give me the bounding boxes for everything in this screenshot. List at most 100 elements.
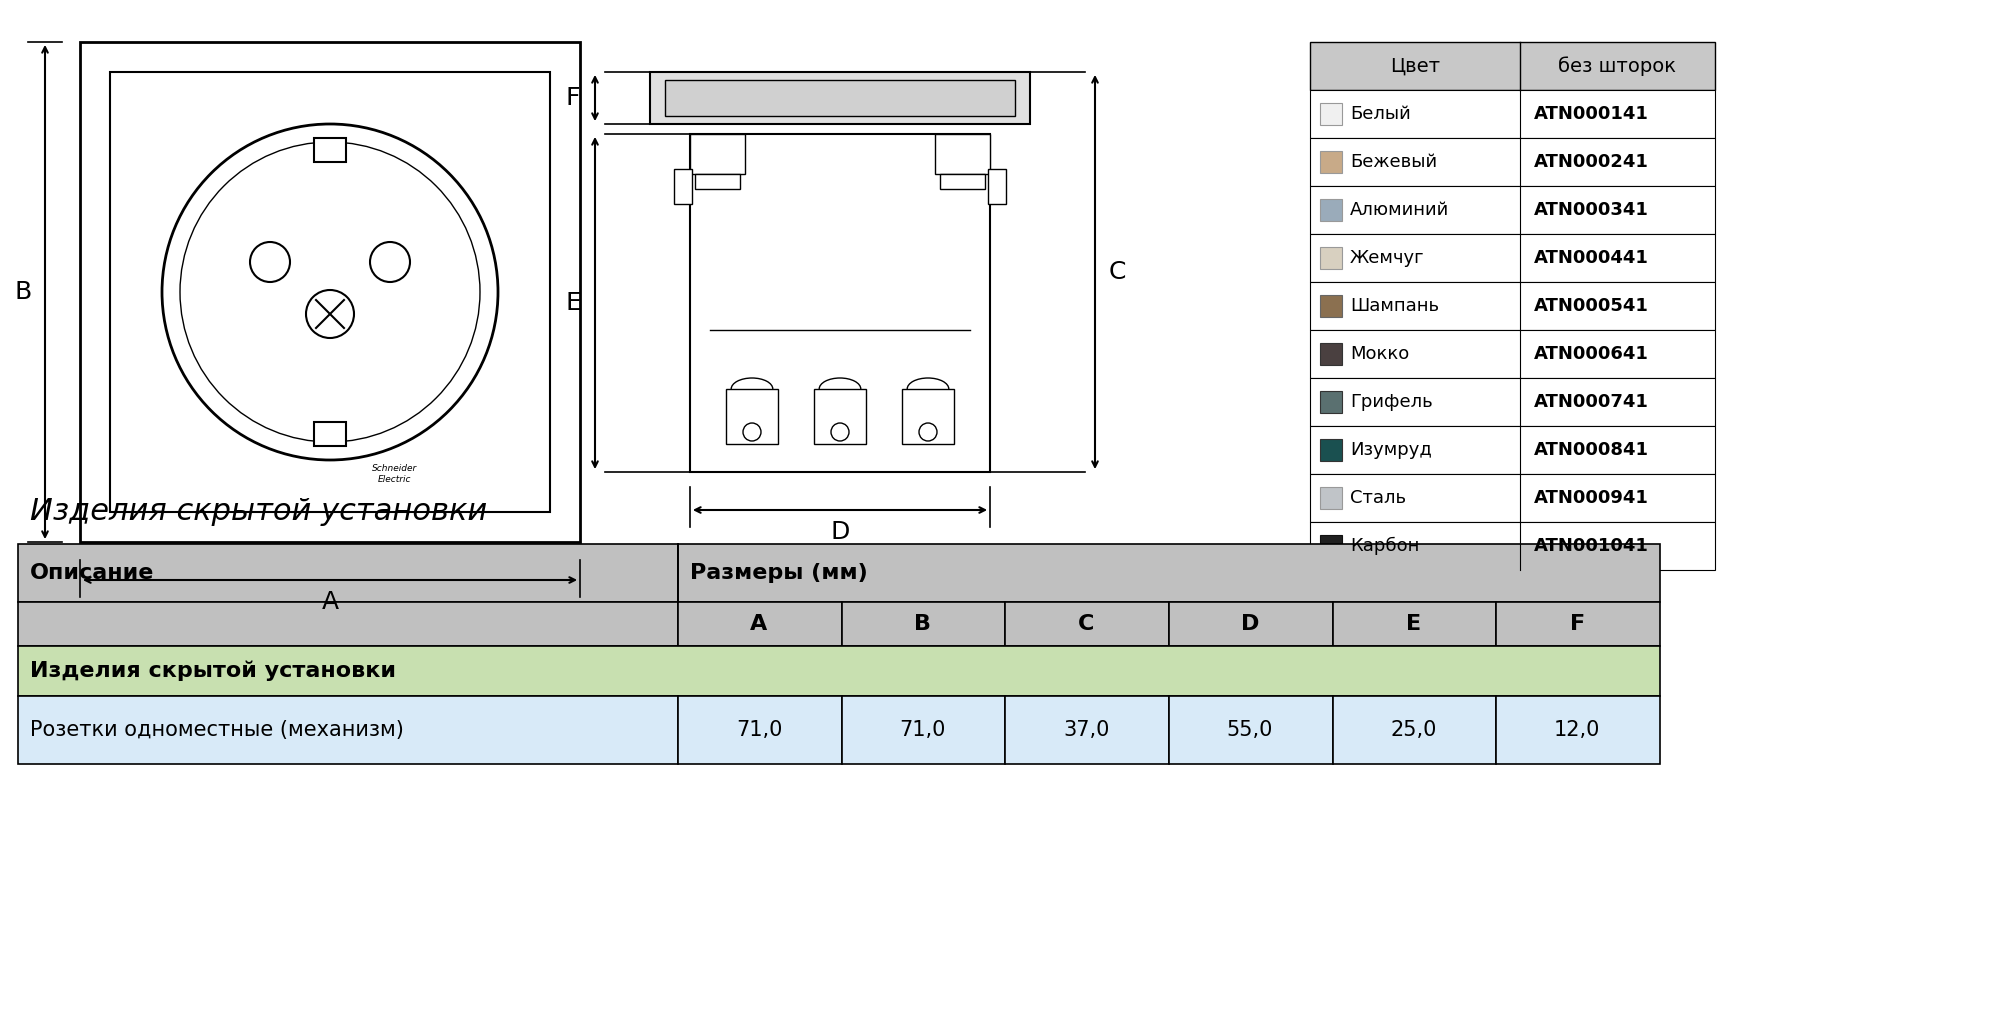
Bar [664, 80, 1016, 116]
Text: A: A [750, 614, 768, 634]
Text: Мокко: Мокко [1350, 345, 1410, 363]
Bar [690, 134, 744, 174]
Text: F: F [1570, 614, 1584, 634]
Bar [650, 72, 1030, 124]
Bar [842, 602, 1006, 646]
Text: ATN000241: ATN000241 [1534, 153, 1648, 171]
Text: ATN001041: ATN001041 [1534, 537, 1648, 555]
Text: ATN000941: ATN000941 [1534, 489, 1648, 507]
Text: Белый: Белый [1350, 105, 1410, 123]
Bar [1310, 426, 1716, 474]
Bar [674, 169, 692, 204]
Text: Schneider
Electric: Schneider Electric [372, 464, 418, 484]
Bar [1320, 103, 1342, 125]
Text: F: F [566, 86, 580, 110]
Bar [902, 389, 954, 444]
Text: Алюминий: Алюминий [1350, 201, 1450, 219]
Bar [678, 602, 842, 646]
Bar [1320, 247, 1342, 269]
Text: Изделия скрытой установки: Изделия скрытой установки [30, 660, 396, 681]
Bar [1320, 199, 1342, 221]
Circle shape [250, 241, 290, 282]
Bar [940, 174, 984, 189]
Text: ATN000641: ATN000641 [1534, 345, 1648, 363]
Text: 37,0: 37,0 [1064, 720, 1110, 740]
Bar [936, 134, 990, 174]
Circle shape [744, 423, 760, 441]
Text: E: E [1406, 614, 1422, 634]
Bar [1320, 295, 1342, 317]
Text: C: C [1078, 614, 1094, 634]
Bar [80, 42, 580, 542]
Bar [1332, 602, 1496, 646]
Bar [314, 138, 346, 162]
Text: 55,0: 55,0 [1226, 720, 1274, 740]
Bar [1320, 391, 1342, 413]
Bar [1496, 602, 1660, 646]
Bar [18, 602, 678, 646]
Text: B: B [914, 614, 932, 634]
Circle shape [920, 423, 936, 441]
Bar [1332, 696, 1496, 764]
Bar [1320, 535, 1342, 557]
Text: B: B [14, 280, 32, 304]
Bar [110, 72, 550, 512]
Text: Размеры (мм): Размеры (мм) [690, 563, 868, 583]
Bar [1310, 330, 1716, 378]
Circle shape [162, 124, 498, 460]
Bar [1168, 696, 1332, 764]
Bar [1310, 234, 1716, 282]
Text: Изделия скрытой установки: Изделия скрытой установки [30, 497, 488, 526]
Bar [1310, 138, 1716, 186]
Text: 12,0: 12,0 [1554, 720, 1600, 740]
Bar [1310, 474, 1716, 522]
Bar [1496, 696, 1660, 764]
Text: ATN000141: ATN000141 [1534, 105, 1648, 123]
Bar [1310, 42, 1716, 90]
Text: D: D [1240, 614, 1260, 634]
Text: Жемчуг: Жемчуг [1350, 249, 1424, 267]
Text: Розетки одноместные (механизм): Розетки одноместные (механизм) [30, 720, 404, 740]
Text: A: A [322, 590, 338, 614]
Text: E: E [566, 291, 580, 315]
Text: ATN000441: ATN000441 [1534, 249, 1648, 267]
Bar [18, 646, 1660, 696]
Text: 71,0: 71,0 [736, 720, 782, 740]
Bar [1168, 602, 1332, 646]
Bar [1310, 186, 1716, 234]
Text: C: C [1108, 260, 1126, 284]
Text: Бежевый: Бежевый [1350, 153, 1438, 171]
Bar [988, 169, 1006, 204]
Text: 25,0: 25,0 [1390, 720, 1436, 740]
Text: Карбон: Карбон [1350, 537, 1420, 555]
Bar [1320, 343, 1342, 365]
Bar [696, 174, 740, 189]
Text: ATN000341: ATN000341 [1534, 201, 1648, 219]
Bar [314, 422, 346, 446]
Text: 71,0: 71,0 [900, 720, 946, 740]
Circle shape [832, 423, 848, 441]
Bar [18, 696, 678, 764]
Text: Описание: Описание [30, 563, 154, 583]
Bar [1006, 696, 1168, 764]
Bar [1310, 522, 1716, 570]
Bar [1310, 378, 1716, 426]
Text: Сталь: Сталь [1350, 489, 1406, 507]
Text: Цвет: Цвет [1390, 57, 1440, 75]
Circle shape [370, 241, 410, 282]
Bar [814, 389, 866, 444]
Bar [1320, 151, 1342, 173]
Bar [690, 134, 990, 472]
Bar [678, 696, 842, 764]
Circle shape [306, 290, 354, 338]
Text: Шампань: Шампань [1350, 297, 1440, 315]
Text: ATN000841: ATN000841 [1534, 441, 1648, 459]
Bar [1320, 487, 1342, 509]
Text: ATN000541: ATN000541 [1534, 297, 1648, 315]
Bar [678, 544, 1660, 602]
Text: ATN000741: ATN000741 [1534, 393, 1648, 411]
Bar [842, 696, 1006, 764]
Bar [1310, 282, 1716, 330]
Text: без шторок: без шторок [1558, 56, 1676, 75]
Text: Изумруд: Изумруд [1350, 441, 1432, 459]
